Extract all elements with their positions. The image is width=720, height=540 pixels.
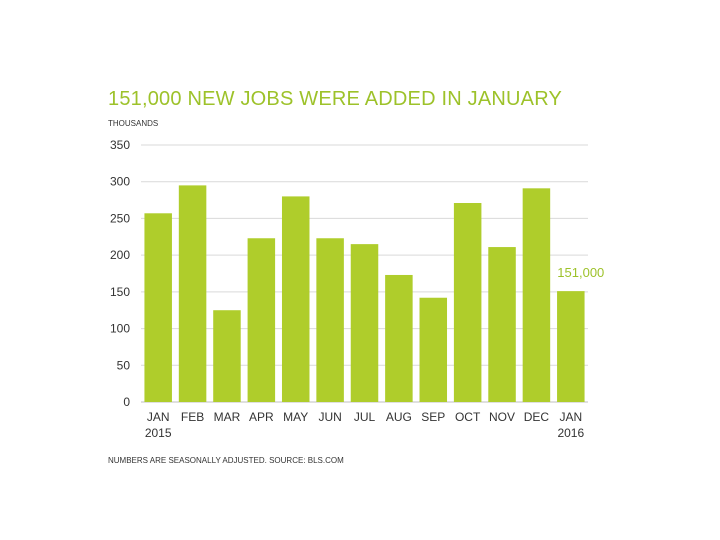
bar-6 [316, 238, 344, 402]
y-axis-unit-label: THOUSANDS [108, 119, 159, 128]
x-tick-label-10: OCT [455, 410, 481, 424]
x-tick-label-9: SEP [421, 410, 445, 424]
y-tick-label-50: 50 [117, 358, 131, 372]
chart-footnote: NUMBERS ARE SEASONALLY ADJUSTED. SOURCE:… [108, 456, 344, 465]
bar-1 [144, 213, 172, 402]
x-tick-label-6: JUN [318, 410, 341, 424]
bar-2 [178, 185, 207, 402]
bar-8 [385, 274, 413, 402]
x-tick-label-2: FEB [181, 410, 204, 424]
x-year-label-13: 2016 [557, 426, 584, 440]
y-tick-labels: 0 50 100 150 200 250 300 350 [110, 138, 130, 409]
x-tick-labels: JAN 2015 FEB MAR APR MAY JUN JUL AUG SEP OCT NOV DEC… [145, 410, 585, 440]
x-year-label-1: 2015 [145, 426, 172, 440]
x-tick-label-12: DEC [524, 410, 550, 424]
bars [144, 185, 585, 402]
y-tick-label-0: 0 [123, 395, 130, 409]
x-tick-label-13: JAN [559, 410, 582, 424]
x-tick-label-4: APR [249, 410, 274, 424]
bar-9 [419, 297, 448, 402]
x-tick-label-11: NOV [489, 410, 515, 424]
x-tick-label-3: MAR [214, 410, 241, 424]
y-tick-label-250: 250 [110, 211, 130, 225]
x-tick-label-7: JUL [354, 410, 376, 424]
bar-5 [281, 196, 310, 402]
bar-4 [247, 238, 276, 402]
bar-11 [488, 247, 516, 402]
annotations: 151,000 [557, 265, 604, 280]
annotation-label-1: 151,000 [557, 265, 604, 280]
bar-7 [350, 244, 379, 402]
y-tick-label-350: 350 [110, 138, 130, 152]
bar-3 [213, 310, 241, 402]
bar-12 [522, 188, 551, 402]
x-tick-label-1: JAN [147, 410, 170, 424]
y-tick-label-150: 150 [110, 285, 130, 299]
y-tick-label-200: 200 [110, 248, 130, 262]
bar-13 [557, 291, 585, 402]
bar-10 [453, 203, 482, 402]
y-tick-label-100: 100 [110, 322, 130, 336]
x-tick-label-5: MAY [283, 410, 308, 424]
y-tick-label-300: 300 [110, 175, 130, 189]
chart-title: 151,000 NEW JOBS WERE ADDED IN JANUARY [108, 88, 563, 110]
x-tick-label-8: AUG [386, 410, 412, 424]
